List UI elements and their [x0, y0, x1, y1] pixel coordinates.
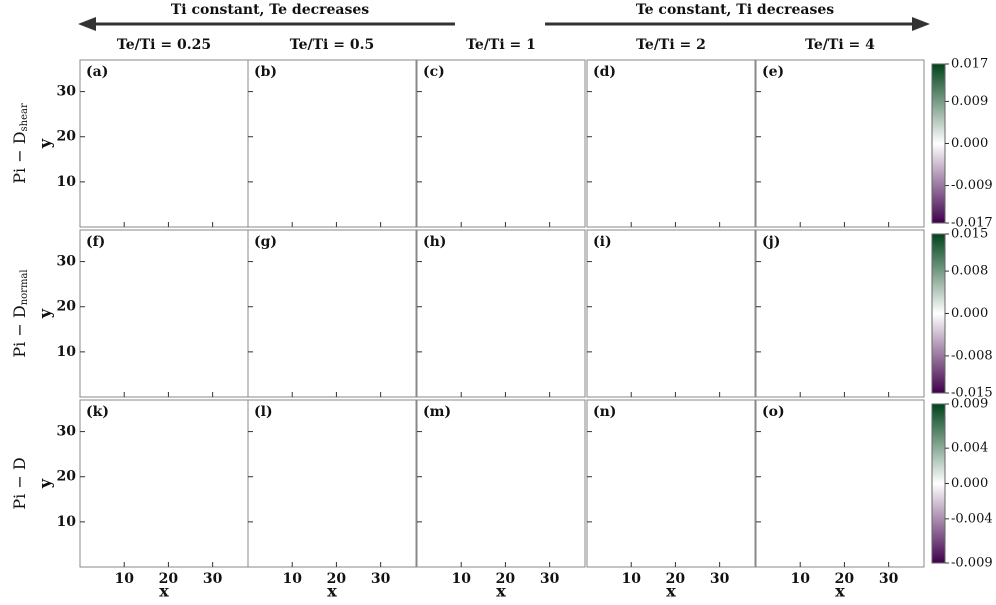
x-tick-label: 10 — [114, 571, 134, 587]
x-axis-label: x — [666, 582, 676, 601]
y-tick-label: 10 — [57, 514, 77, 530]
row-label-main: Pi − D — [10, 457, 29, 509]
panel-label: (d) — [593, 64, 616, 80]
row-label: Pi − Dnormal — [10, 269, 30, 357]
panel — [416, 399, 586, 568]
panel — [79, 59, 249, 228]
column-title: Te/Ti = 0.5 — [290, 37, 374, 53]
x-tick-label: 30 — [371, 571, 391, 587]
y-tick-label: 20 — [57, 469, 77, 485]
arrow-head — [78, 17, 96, 31]
x-axis-label: x — [496, 582, 506, 601]
panel — [586, 229, 756, 398]
panel — [79, 399, 249, 568]
x-tick-label: 30 — [879, 571, 899, 587]
colorbar-tick-label: 0.017 — [951, 57, 988, 72]
colorbar-tick-label: -0.009 — [951, 178, 993, 193]
row-label-sub: shear — [19, 103, 30, 131]
arrow-label: Te constant, Ti decreases — [636, 2, 834, 18]
x-tick-label: 10 — [282, 571, 302, 587]
panel-label: (i) — [593, 234, 612, 250]
y-tick-label: 20 — [57, 129, 77, 145]
panel-label: (k) — [86, 404, 109, 420]
row-label-main: Pi − D — [10, 305, 29, 357]
x-tick-label: 20 — [835, 571, 855, 587]
x-tick-label: 10 — [790, 571, 810, 587]
panel — [247, 229, 417, 398]
panel — [755, 399, 925, 568]
panel-label: (c) — [423, 64, 445, 80]
colorbar-tick-label: 0.009 — [951, 94, 988, 109]
y-axis-label: y — [36, 478, 55, 489]
y-tick-label: 10 — [57, 174, 77, 190]
panel-label: (h) — [423, 234, 446, 250]
y-tick-label: 20 — [57, 299, 77, 315]
panel-label: (j) — [762, 234, 780, 250]
row-label-main: Pi − D — [10, 131, 29, 183]
panel — [247, 399, 417, 568]
y-tick-label: 30 — [57, 254, 77, 270]
panel-label: (m) — [423, 404, 451, 420]
colorbar-tick-label: 0.009 — [951, 397, 988, 412]
panel-label: (n) — [593, 404, 616, 420]
panel — [755, 59, 925, 228]
panel — [247, 59, 417, 228]
x-tick-label: 10 — [621, 571, 641, 587]
colorbar — [931, 63, 946, 224]
x-axis-label: x — [159, 582, 169, 601]
colorbar-tick-label: 0.000 — [951, 306, 988, 321]
colorbar-tick-label: 0.000 — [951, 476, 988, 491]
panel-label: (e) — [762, 64, 784, 80]
panel — [755, 229, 925, 398]
panel-label: (l) — [254, 404, 273, 420]
y-axis-label: y — [36, 138, 55, 149]
panel-label: (b) — [254, 64, 277, 80]
y-tick-label: 30 — [57, 84, 77, 100]
panel-label: (f) — [86, 234, 105, 250]
colorbar-tick-label: -0.017 — [951, 216, 993, 231]
panel — [416, 59, 586, 228]
y-axis-label: y — [36, 308, 55, 319]
x-tick-label: 30 — [710, 571, 730, 587]
row-label: Pi − Dshear — [10, 103, 30, 184]
panel-label: (g) — [254, 234, 277, 250]
column-title: Te/Ti = 0.25 — [117, 37, 211, 53]
arrow-label: Ti constant, Te decreases — [171, 2, 369, 18]
x-axis-label: x — [327, 582, 337, 601]
panel — [416, 229, 586, 398]
colorbar-tick-label: 0.008 — [951, 264, 988, 279]
arrow-head — [912, 17, 930, 31]
colorbar-tick-label: 0.000 — [951, 136, 988, 151]
y-tick-label: 10 — [57, 344, 77, 360]
column-title: Te/Ti = 2 — [636, 37, 706, 53]
colorbar-tick-label: 0.004 — [951, 441, 988, 456]
panel — [79, 229, 249, 398]
colorbar — [931, 403, 946, 564]
colorbar-tick-label: -0.008 — [951, 348, 993, 363]
x-tick-label: 20 — [666, 571, 686, 587]
x-tick-label: 30 — [203, 571, 223, 587]
panel — [586, 399, 756, 568]
row-label: Pi − D — [10, 457, 29, 509]
x-tick-label: 10 — [451, 571, 471, 587]
panel-label: (a) — [86, 64, 108, 80]
panel-label: (o) — [762, 404, 785, 420]
colorbar-tick-label: -0.004 — [951, 511, 993, 526]
colorbar — [931, 233, 946, 394]
x-axis-label: x — [835, 582, 845, 601]
x-tick-label: 20 — [496, 571, 516, 587]
row-label-sub: normal — [19, 269, 30, 305]
x-tick-label: 20 — [327, 571, 347, 587]
column-title: Te/Ti = 1 — [466, 37, 536, 53]
colorbar-tick-label: -0.009 — [951, 556, 993, 571]
x-tick-label: 20 — [159, 571, 179, 587]
panel — [586, 59, 756, 228]
colorbar-tick-label: -0.015 — [951, 386, 993, 401]
colorbar-tick-label: 0.015 — [951, 227, 988, 242]
column-title: Te/Ti = 4 — [805, 37, 875, 53]
y-tick-label: 30 — [57, 424, 77, 440]
x-tick-label: 30 — [540, 571, 560, 587]
